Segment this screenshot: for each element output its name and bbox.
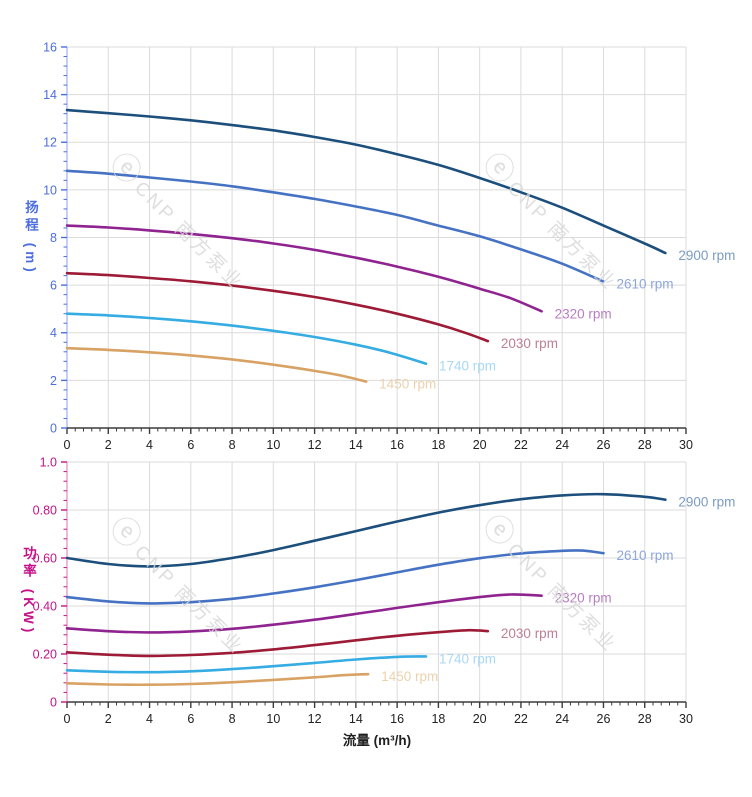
y-tick-label: 8 [50,231,57,245]
y-tick-label: 6 [50,279,57,293]
x-tick-label: 6 [187,712,194,726]
y-tick-label: 0.40 [33,599,57,613]
curve-label-2610-rpm: 2610 rpm [616,548,673,563]
power-axis-title: 功率 (KW) [21,546,36,637]
curve-2900-rpm [65,108,667,255]
curve-2030-rpm [65,628,490,658]
x-tick-label: 20 [473,712,487,726]
x-tick-label: 4 [146,712,153,726]
x-tick-label: 22 [514,712,528,726]
x-tick-label: 14 [349,712,363,726]
x-tick-label: 0 [64,438,71,452]
curve-label-2320-rpm: 2320 rpm [555,591,612,606]
y-tick-label: 14 [43,88,57,102]
x-tick-label: 16 [390,712,404,726]
curve-label-1450-rpm: 1450 rpm [379,377,436,392]
y-tick-label: 1.0 [40,455,57,469]
x-tick-label: 2 [105,712,112,726]
x-tick-label: 0 [64,712,71,726]
curve-1740-rpm [65,312,428,365]
x-tick-label: 26 [597,438,611,452]
x-tick-label: 6 [187,438,194,452]
curve-label-1450-rpm: 1450 rpm [381,669,438,684]
curve-2320-rpm [65,224,543,313]
head-axis-title: 扬程 (m) [23,200,38,276]
x-tick-label: 22 [514,438,528,452]
x-tick-label: 2 [105,438,112,452]
curve-2030-rpm [65,271,490,343]
curve-label-2030-rpm: 2030 rpm [501,336,558,351]
x-tick-label: 26 [597,712,611,726]
curve-label-2320-rpm: 2320 rpm [555,306,612,321]
y-tick-label: 0 [50,421,57,435]
curve-1740-rpm [65,655,428,674]
y-tick-label: 10 [43,183,57,197]
y-tick-label: 16 [43,40,57,54]
curve-1450-rpm [65,672,370,687]
x-tick-label: 8 [229,438,236,452]
y-tick-label: 2 [50,374,57,388]
x-tick-label: 24 [555,438,569,452]
y-tick-label: 0 [50,695,57,709]
y-tick-label: 0.80 [33,503,57,517]
x-tick-label: 16 [390,438,404,452]
curve-label-2900-rpm: 2900 rpm [678,495,735,510]
flow-axis-title: 流量 (m³/h) [342,733,412,748]
x-tick-label: 28 [638,712,652,726]
head-vs-flow-chart: 0 2 4 6 8 10 12 14 16 18 20 22 24 26 28 300246810121416… [43,40,735,452]
x-tick-label: 18 [431,712,445,726]
y-tick-label: 12 [43,136,57,150]
x-tick-label: 18 [431,438,445,452]
y-tick-label: 4 [50,326,57,340]
x-tick-label: 14 [349,438,363,452]
curve-label-1740-rpm: 1740 rpm [439,359,496,374]
x-tick-label: 12 [308,438,322,452]
curve-label-2610-rpm: 2610 rpm [616,277,673,292]
x-tick-label: 30 [679,438,693,452]
power-vs-flow-chart: 0 2 4 6 8 10 12 14 16 18 20 22 24 26 28 3000.200.400.60… [33,455,736,726]
y-tick-label: 0.20 [33,647,57,661]
curve-label-2900-rpm: 2900 rpm [678,248,735,263]
x-tick-label: 28 [638,438,652,452]
y-tick-label: 0.60 [33,551,57,565]
x-tick-label: 20 [473,438,487,452]
x-tick-label: 12 [308,712,322,726]
curve-label-1740-rpm: 1740 rpm [439,651,496,666]
x-tick-label: 10 [266,438,280,452]
curve-2610-rpm [65,549,605,605]
x-tick-label: 30 [679,712,693,726]
curve-label-2030-rpm: 2030 rpm [501,626,558,641]
curve-2610-rpm [65,169,605,283]
x-tick-label: 8 [229,712,236,726]
curve-1450-rpm [65,346,368,383]
x-tick-label: 4 [146,438,153,452]
curve-2900-rpm [65,492,667,568]
curve-2320-rpm [65,593,543,634]
x-tick-label: 10 [266,712,280,726]
x-tick-label: 24 [555,712,569,726]
